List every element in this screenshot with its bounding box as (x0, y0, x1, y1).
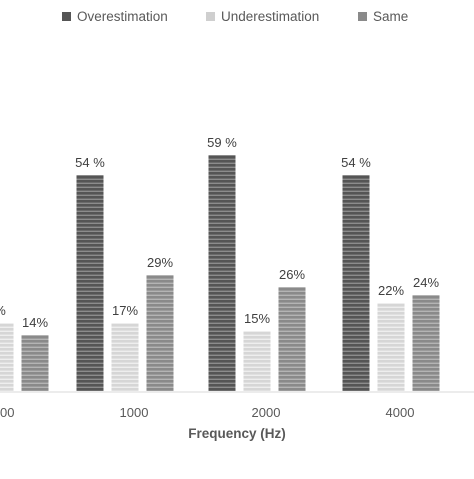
legend-item-same: Same (358, 9, 408, 24)
bar-underestimation-1000 (111, 323, 139, 391)
legend-swatch-overestimation (62, 12, 71, 21)
legend-label-same: Same (373, 9, 409, 24)
legend-label-overestimation: Overestimation (77, 9, 168, 24)
x-tick-label-1000: 1000 (120, 405, 149, 420)
legend: Overestimation Underestimation Same (0, 9, 474, 31)
bar-same-2000 (278, 287, 306, 391)
bar-overestimation-2000 (208, 155, 236, 391)
x-axis-title: Frequency (Hz) (188, 426, 286, 441)
bar-same-500 (21, 335, 49, 391)
bar-underestimation-500 (0, 323, 14, 391)
x-tick-labels-group: 00 1000 2000 4000 (0, 405, 414, 420)
legend-swatch-underestimation (206, 12, 215, 21)
data-labels-group: 54 % 59 % 54 %% 17% 15% 22% 14% 29% 26% 24% (0, 135, 439, 330)
bar-overestimation-4000 (342, 175, 370, 391)
legend-label-underestimation: Underestimation (221, 9, 320, 24)
data-label-underestimation-500: % (0, 303, 6, 318)
data-label-underestimation-2000: 15% (244, 311, 270, 326)
data-label-overestimation-1000: 54 % (75, 155, 105, 170)
bar-overestimation-1000 (76, 175, 104, 391)
legend-swatch-same (358, 12, 367, 21)
bar-same-1000 (146, 275, 174, 391)
bar-underestimation-2000 (243, 331, 271, 391)
data-label-overestimation-2000: 59 % (207, 135, 237, 150)
bar-underestimation-4000 (377, 303, 405, 391)
x-tick-label-500: 00 (0, 405, 14, 420)
x-tick-label-4000: 4000 (386, 405, 415, 420)
data-label-underestimation-4000: 22% (378, 283, 404, 298)
data-label-underestimation-1000: 17% (112, 303, 138, 318)
bars-group (0, 155, 440, 391)
x-tick-label-2000: 2000 (252, 405, 281, 420)
legend-item-overestimation: Overestimation (62, 9, 168, 24)
data-label-same-500: 14% (22, 315, 48, 330)
data-label-same-4000: 24% (413, 275, 439, 290)
data-label-same-2000: 26% (279, 267, 305, 282)
bar-same-4000 (412, 295, 440, 391)
data-label-same-1000: 29% (147, 255, 173, 270)
legend-item-underestimation: Underestimation (206, 9, 319, 24)
data-label-overestimation-4000: 54 % (341, 155, 371, 170)
